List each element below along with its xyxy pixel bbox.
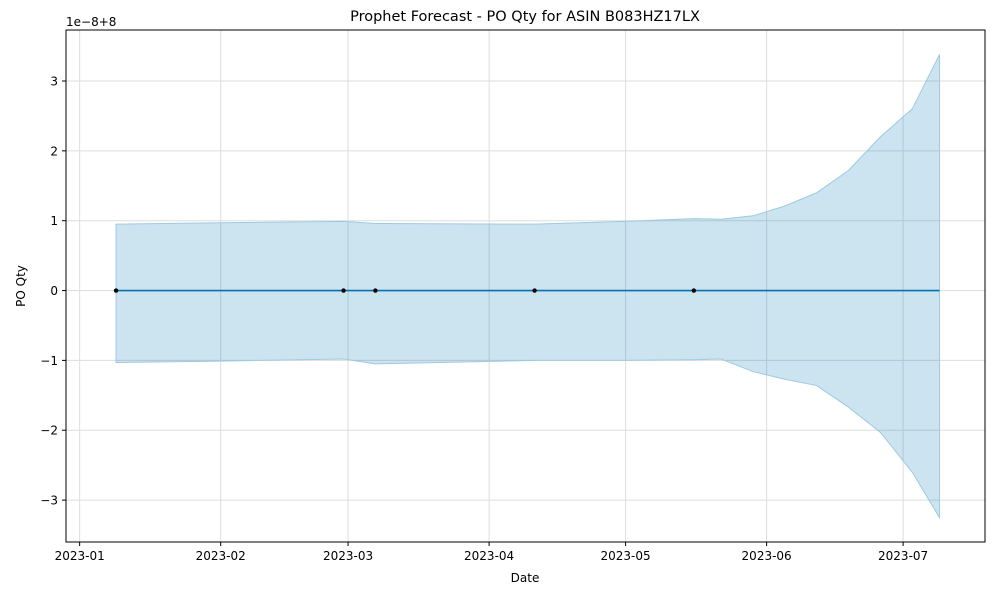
uncertainty-band [115,54,941,520]
y-tick-label: 2 [50,144,58,158]
actual-point [341,288,346,293]
uncertainty-interval [115,54,941,520]
y-tick-label: 1 [50,214,58,228]
x-tick-label: 2023-07 [878,549,928,563]
x-tick-label: 2023-03 [323,549,373,563]
y-axis-ticks: −3 −2 −1 0 1 2 3 [40,74,66,508]
y-tick-label: 3 [50,74,58,88]
y-axis-label: PO Qty [14,265,28,307]
actual-point [373,288,378,293]
x-tick-label: 2023-05 [601,549,651,563]
y-tick-label: −1 [40,354,58,368]
x-tick-label: 2023-02 [196,549,246,563]
x-tick-label: 2023-01 [55,549,105,563]
y-tick-label: −3 [40,494,58,508]
chart-title: Prophet Forecast - PO Qty for ASIN B083H… [350,9,700,25]
plot-frame [65,29,986,543]
x-tick-label: 2023-04 [464,549,514,563]
actual-points [113,288,697,293]
y-axis-offset-label: 1e−8+8 [66,15,116,29]
x-axis-label: Date [511,571,540,585]
x-axis-ticks: 2023-01 2023-02 2023-03 2023-04 2023-05 2023-… [55,542,928,563]
x-tick-label: 2023-06 [742,549,792,563]
actual-point [113,288,119,293]
y-tick-label: −2 [40,424,58,438]
actual-point [691,288,697,293]
y-tick-label: 0 [50,284,58,298]
actual-point [532,288,537,293]
